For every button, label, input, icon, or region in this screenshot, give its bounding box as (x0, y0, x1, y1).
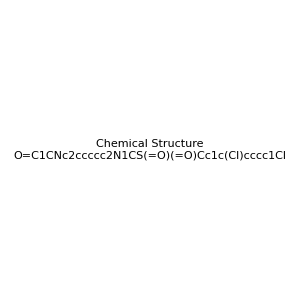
Text: Chemical Structure
O=C1CNc2ccccc2N1CS(=O)(=O)Cc1c(Cl)cccc1Cl: Chemical Structure O=C1CNc2ccccc2N1CS(=O… (14, 139, 286, 161)
